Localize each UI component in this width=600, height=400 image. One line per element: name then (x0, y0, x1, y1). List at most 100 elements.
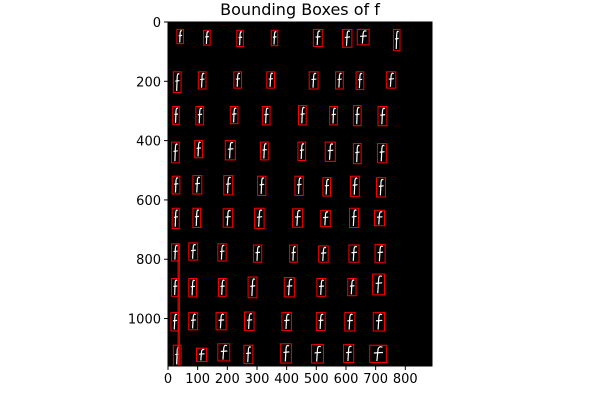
bounding-box (215, 312, 227, 331)
bounding-box (352, 105, 362, 127)
bounding-box (320, 209, 331, 228)
bounding-box (254, 207, 265, 229)
glyph-f (219, 244, 225, 260)
glyph-stem (191, 243, 197, 259)
glyph-crossbar (262, 148, 267, 151)
glyph-stem (316, 30, 321, 46)
glyph-f (300, 106, 305, 124)
glyph-f (262, 143, 267, 159)
glyph-stem (248, 313, 253, 329)
glyph-f (197, 107, 203, 124)
glyph-stem (233, 107, 237, 123)
glyph-stem (221, 279, 225, 295)
glyph-crossbar (355, 151, 360, 154)
bounding-box (171, 141, 180, 164)
bounding-box (377, 106, 388, 127)
glyph-stem (361, 30, 367, 44)
glyph-stem (350, 279, 355, 295)
y-tick-label: 400 (136, 135, 161, 150)
glyph-stem (220, 244, 225, 260)
bounding-box (281, 312, 292, 331)
bounding-box (171, 207, 180, 229)
glyph-crossbar (220, 285, 225, 288)
glyph-stem (236, 72, 241, 87)
glyph-f (218, 313, 225, 329)
glyph-stem (356, 144, 360, 163)
bounding-box (316, 278, 327, 297)
glyph-crossbar (197, 113, 203, 116)
glyph-crossbar (232, 113, 237, 115)
glyph-crossbar (373, 351, 384, 354)
glyph-stem (378, 245, 384, 262)
glyph-stem (319, 313, 324, 330)
bounding-box (243, 344, 254, 365)
glyph-stem (239, 31, 243, 46)
glyph-crossbar (246, 319, 253, 321)
glyph-crossbar (250, 285, 256, 287)
x-tick-label: 0 (164, 372, 172, 387)
glyph-stem (288, 278, 293, 296)
glyph-f (225, 176, 232, 194)
glyph-stem (174, 209, 179, 227)
glyph-f (296, 177, 302, 194)
bounding-box (192, 207, 202, 229)
bounding-box (266, 71, 275, 89)
bounding-box (188, 242, 199, 261)
glyph-f (172, 313, 178, 330)
glyph-f (205, 31, 210, 44)
glyph-f (337, 72, 342, 88)
glyph-stem (247, 346, 252, 363)
glyph-stem (381, 107, 386, 125)
glyph-stem (316, 345, 322, 362)
bounding-box (171, 278, 180, 297)
glyph-layer (172, 30, 399, 365)
bounding-box (261, 106, 271, 126)
glyph-crossbar (218, 319, 225, 321)
glyph-stem (322, 246, 327, 261)
glyph-stem (338, 72, 342, 88)
glyph-stem (173, 313, 178, 330)
bounding-box (344, 312, 356, 332)
glyph-crossbar (324, 184, 330, 187)
glyph-stem (296, 209, 301, 226)
glyph-crossbar (351, 215, 357, 218)
glyph-stem (200, 348, 205, 361)
bounding-box (229, 106, 239, 125)
glyph-f (190, 243, 197, 259)
glyph-stem (198, 107, 203, 124)
glyph-f (283, 344, 290, 362)
bounding-box (329, 106, 338, 126)
glyph-stem (324, 211, 329, 226)
glyph-stem (226, 176, 232, 194)
glyph-f (376, 211, 383, 225)
glyph-crossbar (196, 147, 201, 149)
glyph-stem (256, 245, 261, 261)
glyph-stem (195, 209, 200, 226)
glyph-crossbar (174, 183, 179, 185)
bounding-box (372, 312, 386, 332)
glyph-crossbar (314, 351, 322, 354)
glyph-f (394, 30, 399, 50)
glyph-f (346, 345, 352, 362)
glyph-f (314, 345, 322, 362)
glyph-crossbar (378, 185, 384, 187)
bounding-box (283, 277, 295, 298)
axes-frame (167, 21, 433, 367)
bounding-box (322, 177, 332, 197)
glyph-crossbar (173, 150, 178, 153)
glyph-f (235, 72, 241, 87)
glyph-stem (228, 141, 234, 159)
glyph-f (264, 107, 269, 124)
glyph-crossbar (227, 148, 234, 150)
glyph-f (196, 141, 202, 157)
bounding-box (373, 209, 386, 227)
bounding-box (318, 245, 329, 263)
bounding-box (224, 140, 236, 161)
glyph-stem (258, 209, 263, 227)
glyph-crossbar (319, 285, 325, 288)
glyph-stem (179, 30, 183, 43)
glyph-f (349, 279, 355, 295)
bounding-box (197, 71, 207, 90)
bounding-box (369, 344, 387, 363)
glyph-stem (379, 178, 384, 196)
